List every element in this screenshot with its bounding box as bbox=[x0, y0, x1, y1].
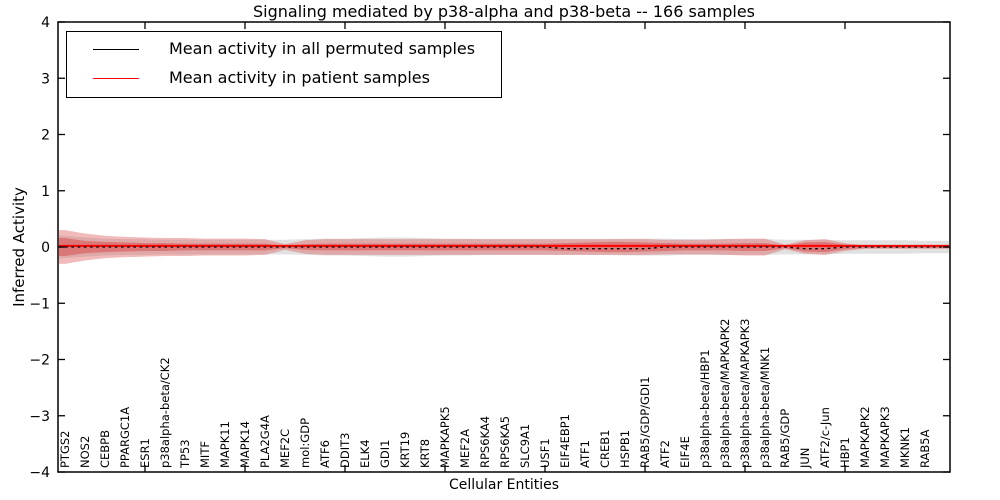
svg-text:RAB5/GDP: RAB5/GDP bbox=[778, 409, 792, 468]
svg-text:HSPB1: HSPB1 bbox=[618, 430, 632, 468]
svg-text:USF1: USF1 bbox=[538, 438, 552, 468]
svg-text:NOS2: NOS2 bbox=[78, 436, 92, 468]
legend-label-permuted: Mean activity in all permuted samples bbox=[169, 39, 476, 58]
svg-text:MKNK1: MKNK1 bbox=[898, 427, 912, 468]
svg-text:ESR1: ESR1 bbox=[138, 438, 152, 468]
svg-text:GDI1: GDI1 bbox=[378, 440, 392, 468]
svg-text:PTGS2: PTGS2 bbox=[58, 431, 72, 469]
svg-text:−3: −3 bbox=[29, 409, 50, 425]
legend-entry-patient: Mean activity in patient samples bbox=[79, 68, 489, 88]
svg-text:HBP1: HBP1 bbox=[838, 437, 852, 468]
svg-text:MAPK14: MAPK14 bbox=[238, 421, 252, 468]
svg-text:MAPKAPK5: MAPKAPK5 bbox=[438, 406, 452, 468]
svg-text:−4: −4 bbox=[29, 465, 50, 481]
svg-text:JUN: JUN bbox=[798, 448, 812, 469]
svg-text:ELK4: ELK4 bbox=[358, 439, 372, 468]
svg-text:ATF1: ATF1 bbox=[578, 440, 592, 468]
svg-text:MAPKAPK3: MAPKAPK3 bbox=[878, 406, 892, 468]
svg-text:RPS6KA4: RPS6KA4 bbox=[478, 416, 492, 468]
svg-text:CREB1: CREB1 bbox=[598, 430, 612, 469]
svg-text:ATF6: ATF6 bbox=[318, 440, 332, 468]
legend-label-patient: Mean activity in patient samples bbox=[169, 68, 430, 87]
svg-text:p38alpha-beta/MNK1: p38alpha-beta/MNK1 bbox=[758, 347, 772, 468]
svg-text:p38alpha-beta/MAPKAPK2: p38alpha-beta/MAPKAPK2 bbox=[718, 319, 732, 469]
svg-text:ATF2: ATF2 bbox=[658, 440, 672, 468]
legend-entry-permuted: Mean activity in all permuted samples bbox=[79, 39, 489, 59]
permuted-line-swatch bbox=[93, 48, 139, 50]
svg-text:CEBPB: CEBPB bbox=[98, 430, 112, 468]
svg-text:KRT8: KRT8 bbox=[418, 439, 432, 468]
svg-text:MEF2A: MEF2A bbox=[458, 429, 472, 468]
legend: Mean activity in all permuted samples Me… bbox=[66, 31, 502, 98]
svg-text:PLA2G4A: PLA2G4A bbox=[258, 415, 272, 468]
svg-text:TP53: TP53 bbox=[178, 439, 192, 469]
svg-text:PPARGC1A: PPARGC1A bbox=[118, 407, 132, 468]
svg-text:p38alpha-beta/MAPKAPK3: p38alpha-beta/MAPKAPK3 bbox=[738, 319, 752, 469]
svg-text:RPS6KA5: RPS6KA5 bbox=[498, 416, 512, 468]
svg-text:MITF: MITF bbox=[198, 441, 212, 468]
svg-text:MEF2C: MEF2C bbox=[278, 429, 292, 468]
svg-text:DDIT3: DDIT3 bbox=[338, 433, 352, 468]
chart-title: Signaling mediated by p38-alpha and p38-… bbox=[252, 2, 755, 21]
svg-text:p38alpha-beta/CK2: p38alpha-beta/CK2 bbox=[158, 357, 172, 468]
svg-text:1: 1 bbox=[41, 184, 50, 200]
svg-text:KRT19: KRT19 bbox=[398, 432, 412, 468]
patient-line-swatch bbox=[93, 77, 139, 79]
svg-text:0: 0 bbox=[41, 240, 50, 256]
svg-text:RAB5/GDP/GDI1: RAB5/GDP/GDI1 bbox=[638, 376, 652, 468]
svg-text:p38alpha-beta/HBP1: p38alpha-beta/HBP1 bbox=[698, 349, 712, 468]
svg-text:4: 4 bbox=[41, 15, 50, 31]
svg-text:2: 2 bbox=[41, 128, 50, 144]
svg-text:EIF4E: EIF4E bbox=[678, 436, 692, 468]
svg-text:3: 3 bbox=[41, 71, 50, 87]
svg-text:RAB5A: RAB5A bbox=[918, 429, 932, 468]
svg-text:MAPKAPK2: MAPKAPK2 bbox=[858, 406, 872, 468]
svg-text:−1: −1 bbox=[29, 296, 50, 312]
svg-text:mol:GDP: mol:GDP bbox=[298, 418, 312, 468]
svg-text:EIF4EBP1: EIF4EBP1 bbox=[558, 414, 572, 468]
svg-text:ATF2/c-Jun: ATF2/c-Jun bbox=[818, 407, 832, 468]
x-axis-title: Cellular Entities bbox=[448, 477, 560, 493]
svg-text:SLC9A1: SLC9A1 bbox=[518, 424, 532, 468]
svg-text:MAPK11: MAPK11 bbox=[218, 421, 232, 468]
svg-text:−2: −2 bbox=[29, 353, 50, 369]
